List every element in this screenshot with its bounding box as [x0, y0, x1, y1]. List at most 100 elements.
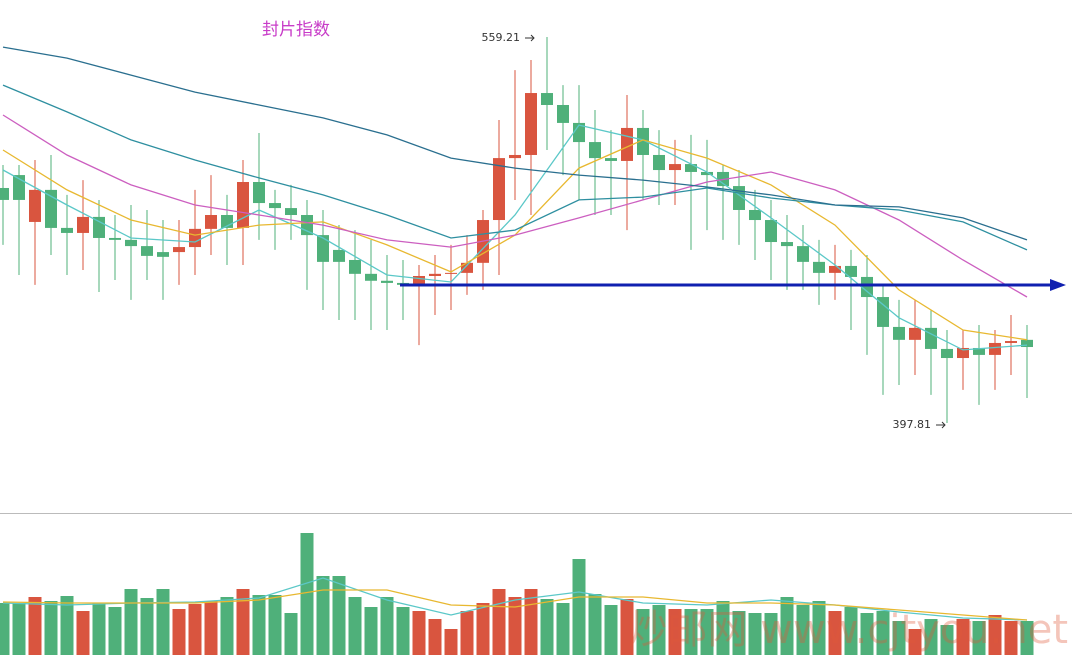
watermark: 炒邮网 www.cjtyou.net [627, 607, 1068, 653]
support-arrow [1050, 279, 1066, 291]
volume-bar [764, 613, 778, 655]
volume-bar [28, 597, 42, 655]
candle-body [413, 275, 425, 285]
moving-average [2, 589, 1028, 621]
moving-average [2, 46, 1028, 241]
volume-bar [428, 619, 442, 655]
candle-body [845, 265, 857, 277]
high-label: 559.21 [482, 31, 521, 44]
volume-bar [588, 594, 602, 655]
low-label: 397.81 [893, 418, 932, 431]
volume-bar [652, 605, 666, 655]
candle-body [29, 189, 41, 222]
candle-body [141, 246, 153, 256]
volume-bar [572, 559, 586, 655]
candle-body [365, 273, 377, 281]
candle-body [333, 249, 345, 262]
candle-body [813, 261, 825, 273]
candle-body [925, 327, 937, 349]
volume-bar [908, 629, 922, 655]
volume-bar [236, 589, 250, 655]
chart-title: 封片指数 [262, 20, 330, 40]
volume-panel [0, 533, 1034, 655]
candle-body [509, 154, 521, 159]
volume-bar [220, 597, 234, 655]
volume-bar [860, 613, 874, 655]
volume-bar [892, 621, 906, 655]
candle-body [237, 182, 249, 228]
moving-average [2, 124, 1028, 351]
candle-body [685, 164, 697, 172]
volume-bar [476, 603, 490, 655]
candle-body [621, 127, 633, 161]
volume-bar [876, 611, 890, 655]
candle-body [653, 154, 665, 171]
moving-average [2, 577, 1028, 621]
volume-bar [604, 605, 618, 655]
candle-body [781, 242, 793, 247]
volume-bar [1004, 621, 1018, 655]
candle-body [61, 227, 73, 233]
candle-body [109, 237, 121, 240]
volume-bar [140, 598, 154, 655]
volume-bar [668, 609, 682, 655]
volume-bar [316, 576, 330, 655]
candle-body [829, 265, 841, 273]
volume-bar [0, 603, 10, 655]
candle-body [877, 297, 889, 327]
volume-bar [124, 589, 138, 655]
candle-body [669, 164, 681, 171]
volume-bar [1020, 621, 1034, 655]
high-arrow [525, 34, 535, 42]
volume-bar [108, 607, 122, 655]
volume-bar [700, 609, 714, 655]
volume-bar [284, 613, 298, 655]
candle-body [605, 158, 617, 161]
candle-body [957, 347, 969, 359]
volume-bar [636, 609, 650, 655]
candle-body [589, 142, 601, 159]
volume-bar [92, 603, 106, 655]
volume-bar [172, 609, 186, 655]
volume-bar [364, 607, 378, 655]
candle-body [253, 182, 265, 204]
volume-bar [60, 596, 74, 655]
candle-body [797, 246, 809, 262]
candle-body [861, 276, 873, 298]
candle-body [189, 228, 201, 248]
candle-body [301, 215, 313, 236]
candle-body [973, 347, 985, 355]
volume-bar [940, 625, 954, 655]
volume-bar [748, 613, 762, 655]
price-panel [0, 37, 1033, 424]
volume-bar [684, 609, 698, 655]
volume-bar [988, 615, 1002, 655]
candle-body [765, 220, 777, 243]
volume-bar [508, 597, 522, 655]
candle-body [125, 239, 137, 247]
candle-body [701, 171, 713, 176]
candle-body [349, 259, 361, 274]
candle-body [749, 209, 761, 221]
candle-body [205, 215, 217, 229]
candle-body [1005, 341, 1017, 343]
candle-body [541, 93, 553, 105]
candle-body [445, 272, 457, 274]
volume-bar [412, 611, 426, 655]
volume-bar [44, 601, 58, 655]
candle-body [461, 262, 473, 273]
volume-bar [188, 604, 202, 655]
candle-body [13, 175, 25, 200]
volume-bar [716, 601, 730, 655]
candle-body [157, 252, 169, 257]
volume-bar [924, 619, 938, 655]
volume-bar [972, 621, 986, 655]
candle-body [525, 93, 537, 155]
volume-bar [540, 599, 554, 655]
candle-body [45, 189, 57, 228]
volume-bar [460, 611, 474, 655]
volume-bar [828, 611, 842, 655]
volume-bar [620, 599, 634, 655]
candle-body [93, 216, 105, 238]
